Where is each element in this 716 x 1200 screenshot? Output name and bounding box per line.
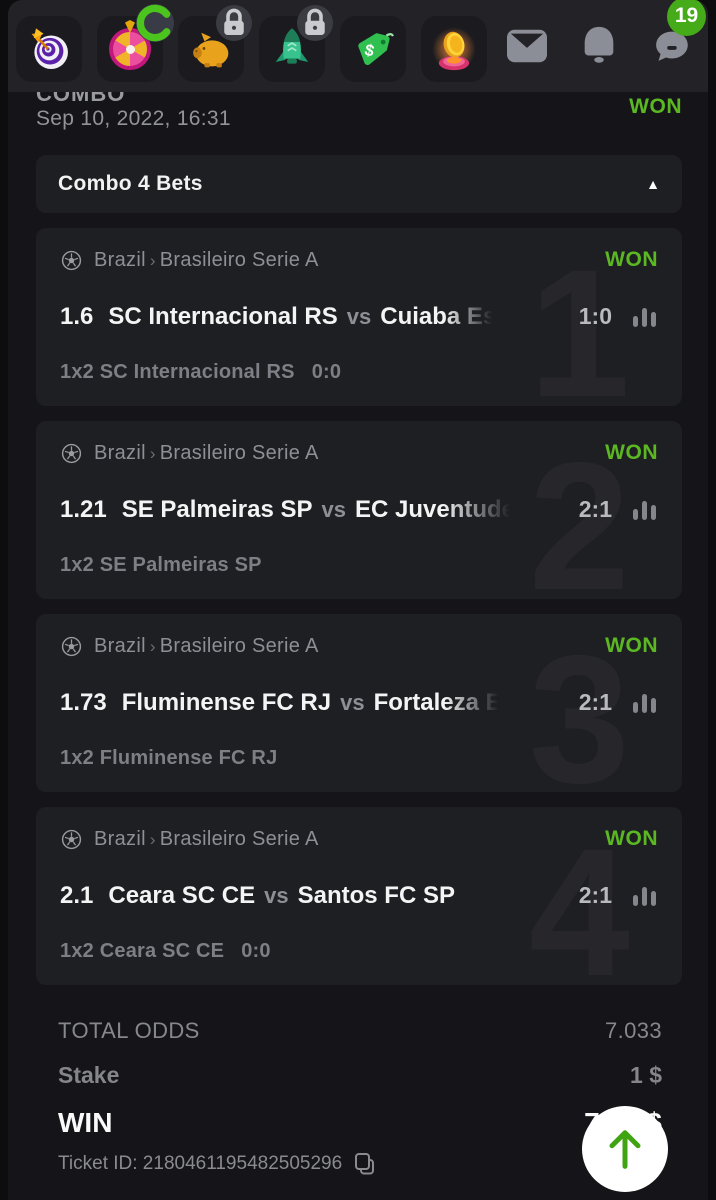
soccer-icon <box>61 636 82 656</box>
clipped-section-title: COMBO <box>36 92 126 105</box>
copy-button[interactable] <box>354 1152 375 1176</box>
lock-badge <box>297 5 333 41</box>
soccer-icon <box>61 443 82 463</box>
dartboard-icon <box>31 28 68 70</box>
daily-coin-button[interactable] <box>421 16 487 82</box>
lock-icon <box>224 8 244 35</box>
collapse-icon[interactable]: ▲ <box>646 176 660 192</box>
bet-odds: 1.6 <box>60 302 94 330</box>
chat-icon <box>655 31 688 61</box>
stake-value: 1 $ <box>630 1062 662 1088</box>
bet-score: 2:1 <box>578 689 612 715</box>
bet-status: WON <box>605 441 658 464</box>
bet-status: WON <box>605 248 658 271</box>
bet-score: 1:0 <box>578 303 612 329</box>
arrow-up-icon <box>609 1130 641 1169</box>
stake-label: Stake <box>58 1062 120 1088</box>
bell-icon <box>584 26 613 63</box>
mail-button[interactable] <box>503 23 550 70</box>
piggy-bank-icon <box>193 32 229 68</box>
bet-number-watermark: 4 <box>528 810 630 985</box>
ticket-status: WON <box>629 95 682 118</box>
bet-pick: 1x2 Ceara SC CE <box>60 940 225 962</box>
bet-score: 2:1 <box>578 882 612 908</box>
lock-icon <box>305 8 325 35</box>
ticket-date: Sep 10, 2022, 16:31 <box>36 107 231 130</box>
win-label: WIN <box>58 1107 113 1138</box>
bet-match: SC Internacional RS vs Cuiaba Es <box>108 302 497 330</box>
bet-number-watermark: 1 <box>528 231 630 406</box>
soccer-icon <box>61 250 82 270</box>
ticket-summary: TOTAL ODDS 7.033 Stake 1 $ WIN 7.03 $ Ti… <box>28 985 690 1176</box>
coin-icon <box>432 27 476 71</box>
combo-header-card[interactable]: Combo 4 Bets ▲ <box>36 155 682 213</box>
svg-text:$: $ <box>363 41 376 61</box>
total-odds-label: TOTAL ODDS <box>58 1018 200 1043</box>
copy-icon <box>355 1153 375 1175</box>
ticket-content: COMBO Sep 10, 2022, 16:31 WON Combo 4 Be… <box>8 92 708 1176</box>
fortune-wheel-button[interactable] <box>97 4 174 82</box>
bet-number-watermark: 2 <box>528 424 630 599</box>
stats-icon[interactable] <box>631 498 658 522</box>
bet-breadcrumb: Brazil › Brasileiro Serie A <box>94 634 319 657</box>
bet-match: Ceara SC CE vs Santos FC SP <box>108 881 455 909</box>
bet-card[interactable]: 3 Brazil › Brasileiro Serie A WON 1.73 Flu… <box>36 614 682 792</box>
lock-badge <box>216 5 252 41</box>
bet-card[interactable]: 1 Brazil › Brasileiro Serie A WON 1.6 SC I… <box>36 228 682 406</box>
combo-title: Combo 4 Bets <box>58 172 203 195</box>
wheel-timer-badge <box>136 4 174 42</box>
bet-card[interactable]: 2 Brazil › Brasileiro Serie A WON 1.21 SE … <box>36 421 682 599</box>
bet-breadcrumb: Brazil › Brasileiro Serie A <box>94 827 319 850</box>
bet-match: Fluminense FC RJ vs Fortaleza E <box>121 688 502 716</box>
app-sheet: $ <box>8 0 708 1200</box>
stats-icon[interactable] <box>631 691 658 715</box>
darts-game-button[interactable] <box>16 16 82 82</box>
bet-card[interactable]: 4 Brazil › Brasileiro Serie A WON 2.1 Cear… <box>36 807 682 985</box>
bet-pick: 1x2 SE Palmeiras SP <box>60 554 262 576</box>
rocket-icon <box>275 28 309 64</box>
bet-odds: 1.73 <box>60 688 107 716</box>
ticket-header: Sep 10, 2022, 16:31 WON <box>36 95 682 131</box>
rocket-game-button[interactable] <box>259 5 333 82</box>
piggy-bank-button[interactable] <box>178 5 252 82</box>
bet-score: 2:1 <box>578 496 612 522</box>
bet-pick-score: 0:0 <box>241 940 271 962</box>
bet-status: WON <box>605 634 658 657</box>
bet-status: WON <box>605 827 658 850</box>
toolbar-right-icons: 19 <box>503 0 706 70</box>
bet-odds: 2.1 <box>60 881 94 909</box>
ticket-id: Ticket ID: 2180461195482505296 <box>58 1153 343 1174</box>
mail-icon <box>506 29 547 63</box>
notifications-button[interactable] <box>575 23 622 70</box>
total-odds-value: 7.033 <box>604 1018 662 1043</box>
chat-button[interactable]: 19 <box>647 0 706 70</box>
bet-breadcrumb: Brazil › Brasileiro Serie A <box>94 441 319 464</box>
bet-number-watermark: 3 <box>528 617 630 792</box>
progress-arc-icon <box>136 4 171 42</box>
promotions-button[interactable]: $ <box>340 16 406 82</box>
top-toolbar: $ <box>8 0 708 92</box>
bet-pick: 1x2 SC Internacional RS <box>60 361 295 383</box>
bet-odds: 1.21 <box>60 495 107 523</box>
bet-match: SE Palmeiras SP vs EC Juventude <box>121 495 516 523</box>
bet-pick-score: 0:0 <box>311 361 342 383</box>
chat-unread-badge: 19 <box>667 0 706 36</box>
soccer-icon <box>61 829 82 849</box>
bet-pick: 1x2 Fluminense FC RJ <box>60 747 278 769</box>
stats-icon[interactable] <box>631 884 658 908</box>
stats-icon[interactable] <box>631 305 658 329</box>
scroll-top-button[interactable] <box>582 1106 668 1192</box>
bet-breadcrumb: Brazil › Brasileiro Serie A <box>94 248 319 271</box>
price-tag-icon: $ <box>358 33 394 65</box>
